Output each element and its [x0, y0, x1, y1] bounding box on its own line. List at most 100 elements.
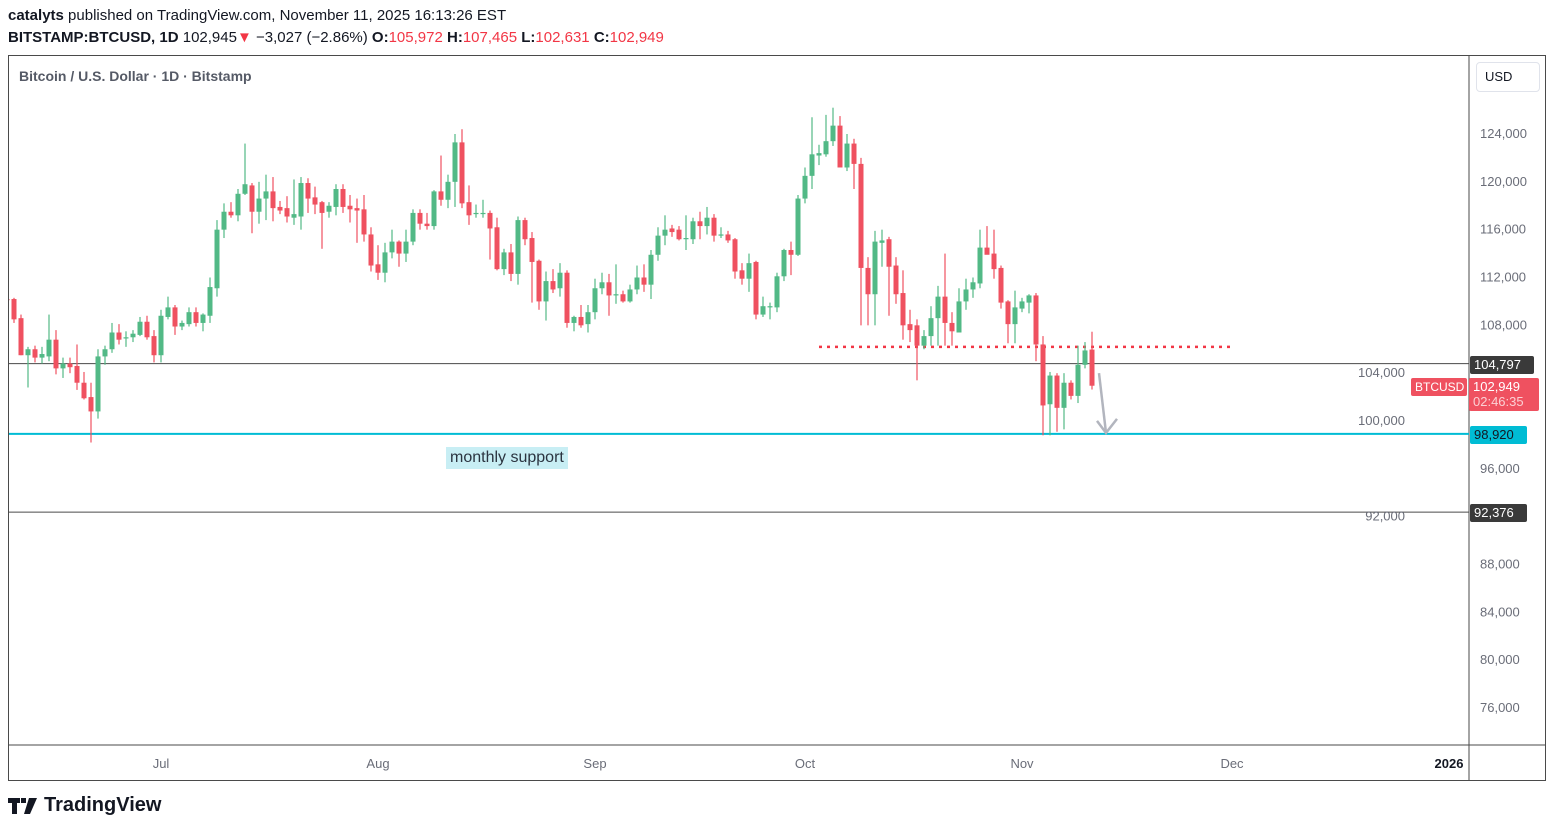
candle-body	[473, 212, 479, 215]
candle	[109, 322, 115, 353]
candle	[487, 210, 493, 260]
candle	[543, 271, 549, 321]
candle	[284, 196, 290, 223]
candle-body	[648, 254, 654, 285]
candle	[949, 312, 955, 346]
candle	[417, 209, 423, 230]
candle	[788, 241, 794, 276]
candle-body	[606, 282, 612, 296]
candle-body	[11, 299, 17, 320]
candle	[347, 194, 353, 223]
time-tick-label: Oct	[795, 756, 816, 771]
candle	[116, 324, 122, 345]
candle	[67, 357, 73, 374]
candle-body	[522, 220, 528, 240]
candle	[242, 143, 248, 195]
candle	[60, 357, 66, 378]
price-tick-label: 120,000	[1480, 174, 1527, 189]
candle	[25, 346, 31, 388]
candle	[746, 253, 752, 292]
candle	[690, 217, 696, 245]
candle	[963, 278, 969, 310]
candle-body	[1054, 375, 1060, 408]
candle-body	[795, 198, 801, 255]
candle-body	[879, 240, 885, 243]
candle	[221, 203, 227, 239]
candle	[368, 227, 374, 272]
candle	[1075, 345, 1081, 404]
candle	[375, 245, 381, 280]
candle-body	[921, 336, 927, 346]
candle	[606, 273, 612, 316]
candle-body	[830, 125, 836, 142]
price-axis[interactable]: 124,000 120,000 116,000 112,000 108,000 104,0…	[1358, 126, 1527, 715]
plot-area[interactable]	[5, 107, 1470, 513]
candle-body	[242, 184, 248, 194]
candle-body	[130, 333, 136, 338]
currency-button[interactable]: USD	[1476, 62, 1540, 92]
candle	[823, 114, 829, 157]
candle	[39, 346, 45, 364]
candle-body	[711, 217, 717, 236]
author-name[interactable]: catalyts	[8, 7, 64, 24]
candle-body	[18, 318, 24, 356]
candle	[81, 371, 87, 400]
candle-body	[326, 205, 332, 212]
candle-body	[382, 252, 388, 273]
candle-body	[60, 363, 66, 369]
candle-body	[1061, 382, 1067, 408]
candle	[466, 185, 472, 225]
candle-body	[634, 277, 640, 290]
candle	[816, 144, 822, 166]
candle-body	[760, 306, 766, 315]
candle-body	[683, 238, 689, 240]
candle	[620, 290, 626, 303]
candle	[137, 316, 143, 337]
candle	[263, 174, 269, 221]
candle	[354, 198, 360, 243]
candle	[95, 349, 101, 419]
candle-body	[256, 198, 262, 212]
time-tick-label: Nov	[1010, 756, 1034, 771]
candle	[578, 304, 584, 328]
candle-body	[844, 143, 850, 168]
publish-info: catalyts published on TradingView.com, N…	[8, 7, 506, 24]
candle	[130, 330, 136, 343]
candle	[46, 314, 52, 362]
candle	[676, 226, 682, 241]
candle	[305, 178, 311, 213]
candle-body	[1026, 295, 1032, 303]
open-label: O:	[371, 29, 389, 46]
candle	[991, 229, 997, 279]
bar-countdown: 02:46:35	[1473, 394, 1524, 409]
monthly-support-label[interactable]: monthly support	[446, 447, 568, 469]
candle	[151, 330, 157, 363]
candle	[627, 284, 633, 303]
level-lower-price-label: 92,376	[1470, 504, 1527, 522]
candle	[11, 297, 17, 323]
candle-body	[263, 191, 269, 199]
candle-body	[116, 332, 122, 340]
candle	[942, 253, 948, 346]
candle-body	[704, 217, 710, 227]
candle-body	[942, 296, 948, 323]
chart-frame	[8, 55, 1546, 781]
candle-body	[599, 282, 605, 289]
candle-body	[529, 238, 535, 262]
candle-body	[333, 189, 339, 207]
candle	[914, 319, 920, 381]
tradingview-logo[interactable]: TradingView	[8, 794, 161, 817]
candle-body	[515, 220, 521, 274]
candle	[144, 315, 150, 340]
candle	[767, 302, 773, 320]
candle-body	[676, 229, 682, 240]
price-tick-label: 108,000	[1480, 317, 1527, 332]
low-value: 102,631	[535, 29, 590, 46]
high-value: 107,465	[462, 29, 518, 46]
candle-body	[893, 265, 899, 295]
candle-body	[431, 191, 437, 227]
candle-body	[865, 267, 871, 295]
candle-body	[690, 221, 696, 240]
time-axis[interactable]: Jul Aug Sep Oct Nov Dec 2026	[153, 756, 1464, 771]
